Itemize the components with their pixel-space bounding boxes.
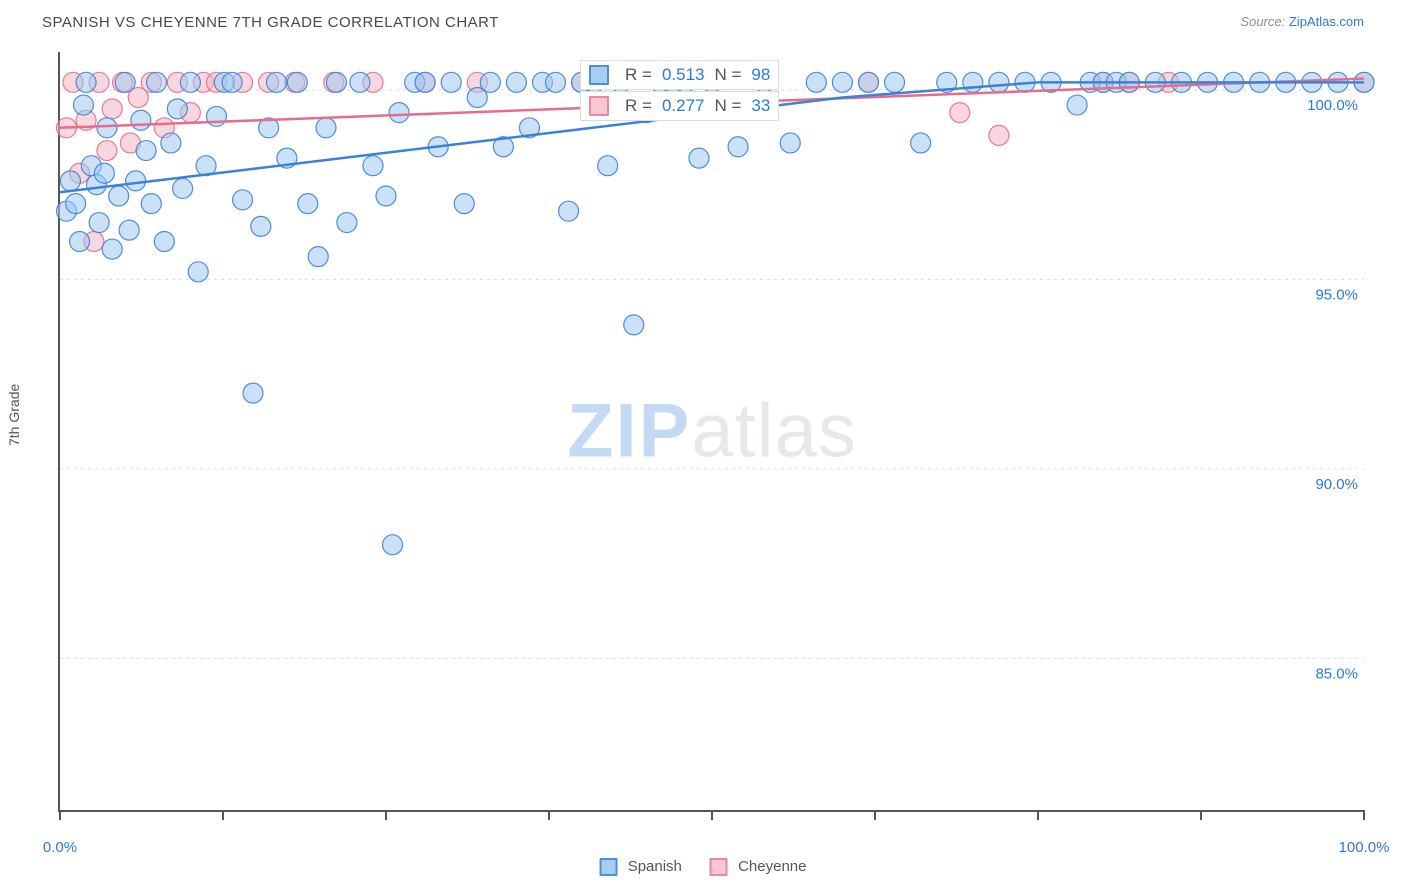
svg-text:85.0%: 85.0% [1315, 665, 1358, 682]
x-axis-max-label: 100.0% [1339, 839, 1390, 856]
legend-swatch-cheyenne [710, 858, 728, 876]
stat-swatch-cheyenne [589, 96, 609, 116]
scatter-svg: 85.0% 90.0% 95.0% 100.0% [60, 52, 1364, 810]
stat-box-cheyenne: R = 0.277 N = 33 [580, 91, 779, 121]
svg-text:90.0%: 90.0% [1315, 476, 1358, 493]
source-link[interactable]: ZipAtlas.com [1289, 14, 1364, 29]
stat-n-label: N = [714, 96, 741, 116]
svg-text:95.0%: 95.0% [1315, 286, 1358, 303]
stat-box-spanish: R = 0.513 N = 98 [580, 60, 779, 90]
legend-label-spanish: Spanish [628, 858, 682, 875]
legend-label-cheyenne: Cheyenne [738, 858, 806, 875]
stat-n-label: N = [714, 65, 741, 85]
plot-area: 85.0%90.0%95.0%100.0% ZIPatlas R = 0.513… [58, 52, 1364, 812]
legend-swatch-spanish [600, 858, 618, 876]
chart-source: Source: ZipAtlas.com [1240, 14, 1364, 29]
stat-r-label: R = [625, 96, 652, 116]
svg-text:100.0%: 100.0% [1307, 97, 1358, 114]
legend-item-spanish: Spanish [600, 858, 682, 876]
stat-r-cheyenne: 0.277 [662, 96, 705, 116]
stat-r-label: R = [625, 65, 652, 85]
source-label: Source: [1240, 14, 1285, 29]
x-axis-min-label: 0.0% [43, 839, 77, 856]
stat-swatch-spanish [589, 65, 609, 85]
chart-title: SPANISH VS CHEYENNE 7TH GRADE CORRELATIO… [42, 14, 499, 31]
stat-r-spanish: 0.513 [662, 65, 705, 85]
legend: Spanish Cheyenne [600, 858, 807, 876]
chart-header: SPANISH VS CHEYENNE 7TH GRADE CORRELATIO… [42, 14, 1364, 38]
y-axis-label: 7th Grade [6, 384, 22, 446]
legend-item-cheyenne: Cheyenne [710, 858, 807, 876]
stat-n-cheyenne: 33 [751, 96, 770, 116]
stat-n-spanish: 98 [751, 65, 770, 85]
